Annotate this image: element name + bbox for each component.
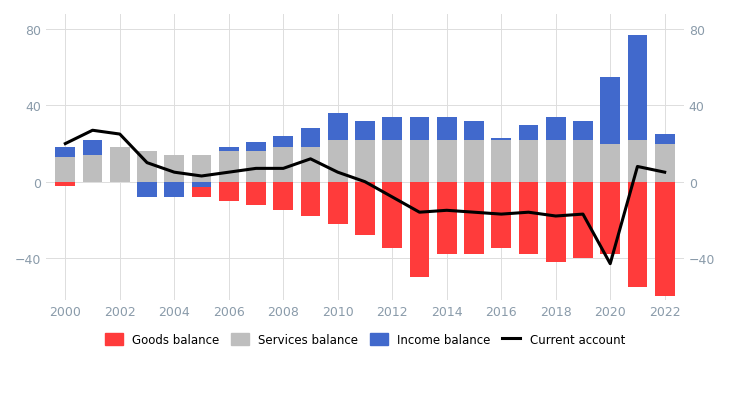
Bar bbox=[655, 135, 675, 144]
Bar bbox=[82, 140, 102, 156]
Bar bbox=[356, 140, 374, 182]
Bar bbox=[328, 114, 347, 140]
Bar bbox=[164, 182, 184, 198]
Bar bbox=[573, 121, 593, 140]
Bar bbox=[246, 182, 266, 205]
Bar bbox=[137, 178, 157, 182]
Bar bbox=[655, 182, 675, 297]
Bar bbox=[410, 118, 429, 140]
Bar bbox=[600, 182, 620, 254]
Bar bbox=[328, 140, 347, 182]
Bar bbox=[437, 118, 456, 140]
Bar bbox=[192, 182, 212, 188]
Bar bbox=[573, 140, 593, 182]
Bar bbox=[356, 121, 374, 140]
Bar bbox=[464, 140, 484, 182]
Bar bbox=[192, 156, 212, 182]
Bar bbox=[328, 182, 347, 224]
Bar bbox=[274, 137, 293, 148]
Bar bbox=[410, 182, 429, 277]
Bar bbox=[383, 182, 402, 249]
Bar bbox=[137, 182, 157, 198]
Bar bbox=[219, 152, 239, 182]
Bar bbox=[110, 175, 130, 182]
Bar bbox=[219, 182, 239, 201]
Bar bbox=[628, 140, 648, 182]
Bar bbox=[164, 182, 184, 186]
Bar bbox=[628, 182, 648, 287]
Bar bbox=[219, 148, 239, 152]
Bar bbox=[464, 121, 484, 140]
Bar bbox=[82, 156, 102, 182]
Bar bbox=[546, 182, 566, 262]
Bar bbox=[546, 140, 566, 182]
Bar bbox=[518, 125, 538, 140]
Bar bbox=[464, 182, 484, 254]
Bar bbox=[192, 182, 212, 198]
Bar bbox=[491, 140, 511, 182]
Bar bbox=[518, 182, 538, 254]
Bar bbox=[356, 182, 374, 236]
Bar bbox=[301, 148, 320, 182]
Bar bbox=[437, 182, 456, 254]
Bar bbox=[301, 182, 320, 216]
Bar bbox=[137, 152, 157, 182]
Bar bbox=[274, 148, 293, 182]
Bar bbox=[55, 182, 75, 186]
Bar bbox=[383, 140, 402, 182]
Bar bbox=[55, 157, 75, 182]
Bar bbox=[410, 140, 429, 182]
Bar bbox=[518, 140, 538, 182]
Bar bbox=[600, 78, 620, 144]
Bar bbox=[246, 142, 266, 152]
Bar bbox=[274, 182, 293, 211]
Bar bbox=[491, 182, 511, 249]
Bar bbox=[383, 118, 402, 140]
Bar bbox=[246, 152, 266, 182]
Bar bbox=[546, 118, 566, 140]
Bar bbox=[164, 156, 184, 182]
Bar bbox=[437, 140, 456, 182]
Bar bbox=[655, 144, 675, 182]
Bar bbox=[491, 139, 511, 140]
Bar bbox=[301, 129, 320, 148]
Legend: Goods balance, Services balance, Income balance, Current account: Goods balance, Services balance, Income … bbox=[100, 329, 630, 351]
Bar bbox=[55, 148, 75, 157]
Bar bbox=[573, 182, 593, 258]
Bar bbox=[600, 144, 620, 182]
Bar bbox=[628, 36, 648, 140]
Bar bbox=[110, 148, 130, 182]
